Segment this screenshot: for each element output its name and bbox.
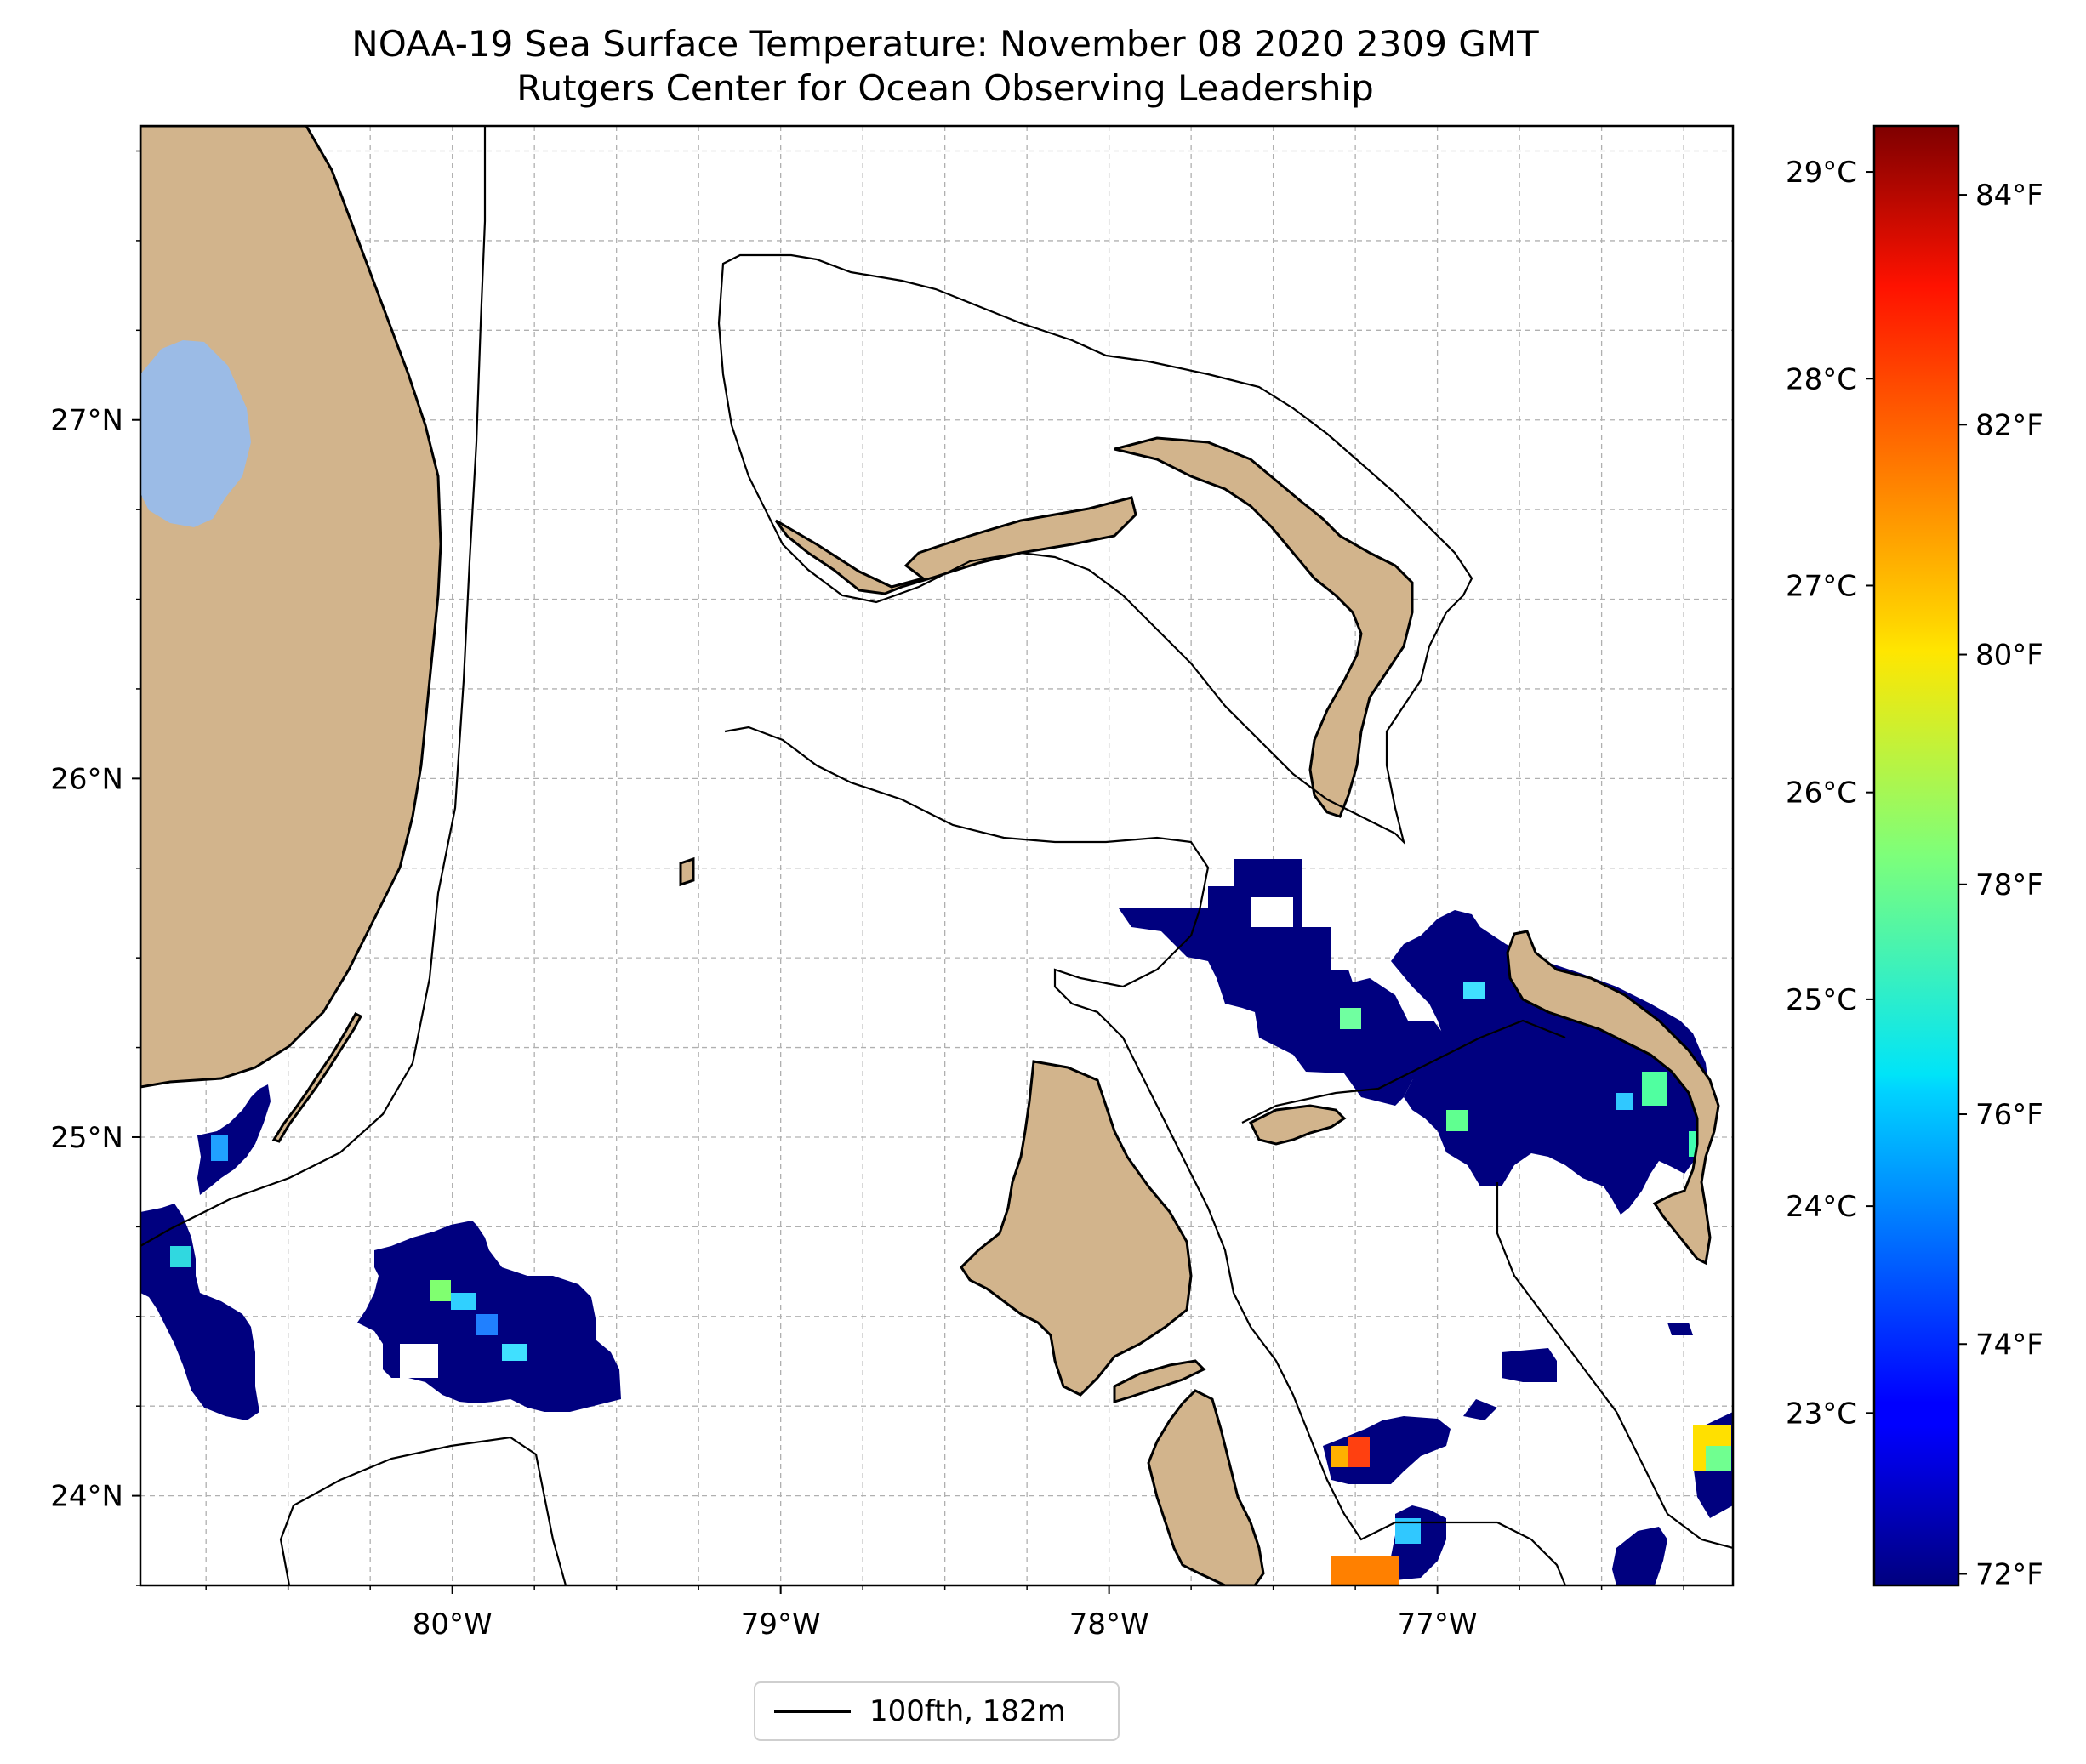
- lat-tick-label: 27°N: [50, 404, 123, 438]
- map-frame: [139, 124, 1735, 1587]
- fahrenheit-tick-label: 76°F: [1975, 1098, 2043, 1132]
- legend: 100fth, 182m: [754, 1681, 1120, 1741]
- legend-line-swatch: [774, 1710, 851, 1713]
- andros-north-land: [960, 1060, 1193, 1397]
- celsius-tick-label: 29°C: [1786, 156, 1857, 190]
- lat-tick-label: 26°N: [50, 762, 123, 796]
- celsius-tick-label: 26°C: [1786, 777, 1857, 811]
- sst-warm-pixel: [1446, 1110, 1468, 1131]
- celsius-tick-label: 27°C: [1786, 569, 1857, 603]
- fahrenheit-tick-label: 84°F: [1975, 179, 2043, 213]
- celsius-tick-label: 23°C: [1786, 1397, 1857, 1431]
- isobath-great-bahama-bank: [724, 726, 1567, 1585]
- fahrenheit-tick-label: 80°F: [1975, 639, 2043, 673]
- colorbar-gradient: [1874, 126, 1958, 1585]
- sst-warm-pixel: [1331, 1556, 1399, 1585]
- sst-warm-pixel: [430, 1280, 451, 1301]
- sst-patch: [1463, 1399, 1497, 1420]
- lon-tick-label: 78°W: [1069, 1608, 1149, 1642]
- sst-patch: [1502, 1348, 1557, 1382]
- sst-patch: [1667, 1323, 1693, 1335]
- sst-gap: [400, 1344, 438, 1378]
- sst-patch: [1119, 859, 1459, 1106]
- sst-patch: [197, 1084, 271, 1195]
- axis-ticks: 80°W 79°W 78°W 77°W 24°N 25°N 26°N 27°N: [50, 150, 1684, 1642]
- sst-warm-pixel: [211, 1135, 228, 1161]
- colorbar: 72°F 74°F 76°F 78°F 80°F 82°F 84°F 23°C 24°C 25°C…: [1786, 124, 2043, 1591]
- sst-warm-pixel: [1706, 1446, 1731, 1471]
- sst-warm-pixel: [1331, 1446, 1348, 1467]
- isobath-florida: [140, 126, 487, 1247]
- isobath-bank-edge: [1241, 1019, 1566, 1124]
- fahrenheit-tick-label: 72°F: [1975, 1557, 2043, 1591]
- colorbar-frame: [1872, 124, 1960, 1587]
- okeechobee-lake: [140, 340, 251, 527]
- sst-warm-pixel: [1616, 1093, 1633, 1110]
- title-line-2: Rutgers Center for Ocean Observing Leade…: [516, 67, 1374, 109]
- celsius-tick-label: 24°C: [1786, 1190, 1857, 1224]
- grand-bahama-land: [774, 496, 1137, 595]
- sst-warm-pixel: [1642, 1072, 1667, 1106]
- berry-islands-land: [1248, 1104, 1347, 1146]
- legend-label: 100fth, 182m: [869, 1694, 1066, 1728]
- title-line-1: NOAA-19 Sea Surface Temperature: Novembe…: [351, 23, 1539, 65]
- lon-tick-label: 79°W: [741, 1608, 821, 1642]
- isobath-south: [279, 1436, 567, 1585]
- land: [140, 126, 1720, 1585]
- bimini-land: [679, 856, 695, 887]
- lon-tick-label: 77°W: [1398, 1608, 1478, 1642]
- sst-patch: [1612, 1527, 1667, 1585]
- sst-warm-pixel: [1340, 1008, 1361, 1029]
- sst-warm-pixel: [502, 1344, 527, 1361]
- celsius-tick-label: 25°C: [1786, 983, 1857, 1017]
- eleuthera-land: [1506, 930, 1720, 1266]
- fahrenheit-tick-label: 78°F: [1975, 868, 2043, 902]
- andros-sliver-land: [1113, 1359, 1206, 1404]
- map-title: NOAA-19 Sea Surface Temperature: Novembe…: [0, 22, 1890, 111]
- isobath-east: [1496, 1182, 1733, 1550]
- sst-warm-pixel: [451, 1293, 476, 1310]
- lat-tick-label: 24°N: [50, 1480, 123, 1514]
- sst-warm-pixel: [476, 1314, 498, 1335]
- lat-tick-label: 25°N: [50, 1121, 123, 1155]
- abaco-land: [1114, 436, 1414, 818]
- isobath-100fth: [140, 126, 1733, 1585]
- fahrenheit-tick-label: 82°F: [1975, 408, 2043, 442]
- sst-data: [140, 859, 1733, 1585]
- lon-tick-label: 80°W: [413, 1608, 493, 1642]
- celsius-tick-label: 28°C: [1786, 362, 1857, 396]
- map-panel: [140, 126, 1733, 1585]
- sst-warm-pixel: [1463, 982, 1485, 999]
- colorbar-ticks: 72°F 74°F 76°F 78°F 80°F 82°F 84°F 23°C 24°C 25°C…: [1786, 156, 2043, 1591]
- sst-warm-pixel: [170, 1246, 191, 1267]
- isobath-little-bahama-bank: [717, 253, 1473, 845]
- andros-south-land: [1147, 1389, 1265, 1585]
- florida-keys-land: [271, 1012, 363, 1143]
- sst-warm-pixel: [1348, 1437, 1370, 1467]
- sst-gap: [1251, 897, 1293, 927]
- fahrenheit-tick-label: 74°F: [1975, 1328, 2043, 1362]
